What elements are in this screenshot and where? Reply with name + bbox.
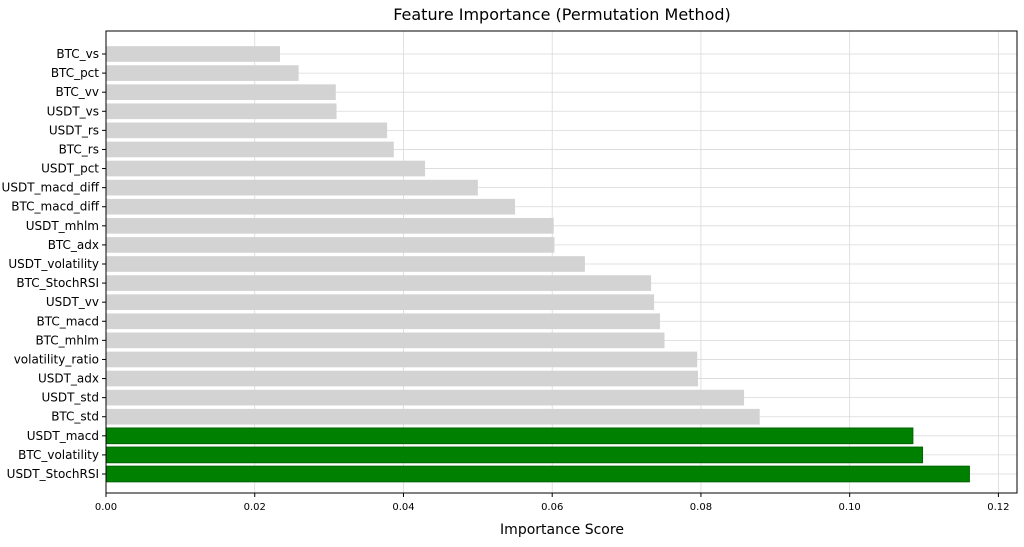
bar-usdt-rs — [106, 122, 388, 139]
bar-usdt-stochrsi — [105, 465, 970, 483]
bar-btc-pct — [106, 65, 299, 81]
x-tick-labels: 0.00 0.02 0.04 0.06 0.08 0.10 0.12 — [95, 493, 1010, 513]
bar-btc-rs — [106, 141, 394, 158]
bar-usdt-vs — [106, 103, 337, 120]
x-tick-label: 0.08 — [690, 502, 712, 513]
y-tick-label: BTC_StochRSI — [16, 276, 99, 290]
bar-btc-vv — [106, 84, 336, 101]
bar-btc-volatility — [105, 446, 924, 464]
bar-usdt-pct — [106, 160, 426, 177]
bar-btc-macd-diff — [106, 198, 516, 215]
y-tick-label: USDT_adx — [38, 372, 99, 386]
y-tick-label: BTC_macd — [37, 314, 100, 328]
bar-usdt-volatility — [106, 256, 585, 272]
x-tick-label: 0.02 — [244, 502, 266, 513]
y-tick-label: BTC_adx — [48, 238, 99, 252]
bar-volatility-ratio — [106, 351, 698, 368]
x-tick-label: 0.10 — [839, 502, 861, 513]
bar-btc-mhlm — [106, 332, 665, 349]
y-tick-label: USDT_std — [41, 391, 99, 405]
y-tick-labels: BTC_vs BTC_pct BTC_vv USDT_vs USDT_rs BTC_rs U… — [2, 47, 106, 481]
x-tick-label: 0.06 — [541, 502, 563, 513]
y-tick-label: BTC_vv — [56, 85, 99, 99]
bar-btc-vs — [106, 46, 281, 62]
bar-usdt-macd — [105, 427, 914, 445]
bar-btc-stochrsi — [106, 275, 652, 291]
bar-usdt-macd-diff — [106, 179, 478, 196]
bar-usdt-vv — [106, 294, 655, 311]
chart-title: Feature Importance (Permutation Method) — [393, 5, 731, 24]
bar-usdt-std — [106, 389, 745, 406]
y-tick-label: USDT_pct — [41, 162, 99, 176]
x-tick-label: 0.04 — [392, 502, 414, 513]
y-tick-label: BTC_std — [51, 410, 99, 424]
y-tick-label: USDT_mhlm — [26, 219, 99, 233]
y-tick-label: USDT_rs — [49, 123, 99, 137]
x-tick-label: 0.00 — [95, 502, 117, 513]
bar-usdt-mhlm — [106, 217, 554, 234]
y-tick-label: BTC_vs — [56, 47, 99, 61]
y-tick-label: BTC_volatility — [18, 448, 99, 462]
y-tick-label: USDT_macd_diff — [2, 181, 100, 195]
y-tick-label: BTC_mhlm — [35, 333, 99, 347]
y-tick-label: USDT_vv — [46, 295, 99, 309]
y-tick-label: BTC_pct — [51, 66, 99, 80]
bar-btc-macd — [106, 313, 661, 330]
y-tick-label: BTC_rs — [59, 142, 99, 156]
bar-usdt-adx — [106, 370, 698, 387]
y-tick-label: USDT_vs — [47, 104, 99, 118]
x-axis-label: Importance Score — [500, 522, 624, 538]
y-tick-label: BTC_macd_diff — [11, 200, 99, 214]
y-tick-label: USDT_StochRSI — [7, 467, 99, 481]
x-tick-label: 0.12 — [987, 502, 1009, 513]
y-tick-label: USDT_volatility — [8, 257, 99, 271]
bar-btc-adx — [106, 237, 555, 253]
y-tick-label: USDT_macd — [27, 429, 99, 443]
plot-frame — [105, 30, 1018, 494]
bar-btc-std — [106, 408, 760, 425]
y-tick-label: volatility_ratio — [14, 352, 99, 366]
bar-layer — [105, 46, 970, 483]
